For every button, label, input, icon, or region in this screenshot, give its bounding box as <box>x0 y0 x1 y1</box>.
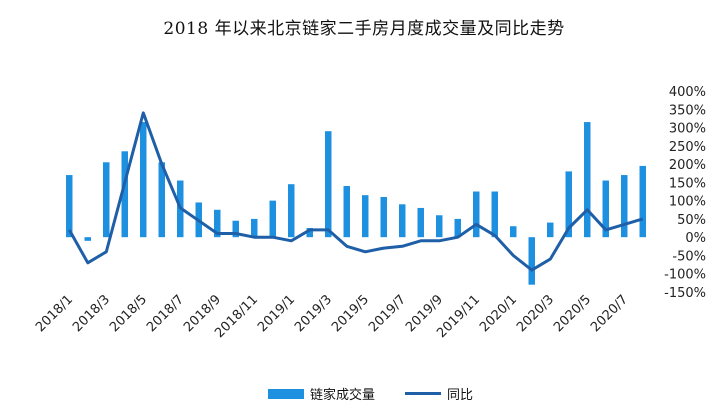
bar-2019/10 <box>454 218 461 238</box>
bar-series <box>66 122 646 285</box>
y-tick-label: -50% <box>672 249 706 264</box>
x-tick-label: 2020/3 <box>514 292 557 335</box>
x-tick-label: 2018/3 <box>70 292 113 335</box>
x-tick-label: 2019/3 <box>292 292 335 335</box>
bar-2018/2 <box>84 237 91 241</box>
y-tick-label: 350% <box>669 103 706 118</box>
bar-2018/9 <box>214 209 221 238</box>
y-tick-label: 200% <box>669 158 706 173</box>
x-tick-label: 2018/1 <box>33 292 76 335</box>
chart-title: 2018 年以来北京链家二手房月度成交量及同比走势 <box>163 19 565 39</box>
bar-2020/2 <box>528 237 535 285</box>
y-tick-label: 100% <box>669 195 706 210</box>
y-tick-label: 250% <box>669 140 706 155</box>
bar-2019/4 <box>343 186 350 238</box>
x-tick-label: 2020/1 <box>477 292 520 335</box>
bar-2018/3 <box>103 162 110 238</box>
bar-2020/1 <box>510 226 517 238</box>
bar-2018/11 <box>251 218 258 238</box>
y-axis-ticks: 400% 350% 300% 250% 200% 150% 100% 50% 0% -50% -10… <box>664 85 706 301</box>
legend-line-label: 同比 <box>447 388 474 403</box>
bar-2019/7 <box>399 204 406 238</box>
legend: 链家成交量 同比 <box>268 384 473 403</box>
x-tick-label: 2019/1 <box>255 292 298 335</box>
legend-bar-label: 链家成交量 <box>310 388 376 403</box>
y-tick-label: -150% <box>664 286 706 301</box>
bar-2020/7 <box>621 175 628 238</box>
x-tick-label: 2018/5 <box>107 292 150 335</box>
bar-2019/9 <box>436 215 443 238</box>
bar-2019/2 <box>306 228 313 238</box>
legend-bar-swatch <box>268 388 304 399</box>
y-tick-label: 0% <box>685 231 706 246</box>
bar-2018/12 <box>269 200 276 238</box>
line-yoy <box>67 111 644 272</box>
legend-line-swatch <box>405 392 442 395</box>
bar-2020/3 <box>547 222 554 238</box>
x-axis-ticks: 2018/12018/32018/52018/72018/92018/11201… <box>33 292 631 341</box>
y-tick-label: 150% <box>669 176 706 191</box>
y-tick-label: 400% <box>669 85 706 100</box>
bar-2020/5 <box>584 122 591 238</box>
bar-2020/8 <box>639 165 646 238</box>
bar-2018/10 <box>232 220 239 238</box>
y-tick-label: 50% <box>677 213 706 228</box>
bar-2019/3 <box>325 131 332 238</box>
x-tick-label: 2020/7 <box>588 292 631 335</box>
x-tick-label: 2020/5 <box>551 292 594 335</box>
bar-2019/1 <box>288 184 295 238</box>
bar-2020/4 <box>565 171 572 238</box>
line-series <box>67 111 644 272</box>
y-tick-label: 300% <box>669 122 706 137</box>
bar-2019/6 <box>380 196 387 238</box>
bar-2018/1 <box>66 175 73 238</box>
bar-2018/4 <box>121 151 128 238</box>
bar-2020/6 <box>602 180 609 238</box>
bar-2019/12 <box>491 191 498 238</box>
bar-2019/5 <box>362 195 369 238</box>
bar-2019/11 <box>473 191 480 238</box>
x-tick-label: 2018/7 <box>144 292 187 335</box>
x-tick-label: 2019/7 <box>366 292 409 335</box>
bar-2018/6 <box>158 162 165 238</box>
bar-2019/8 <box>417 207 424 238</box>
bar-2018/5 <box>140 122 147 238</box>
x-tick-label: 2019/5 <box>329 292 372 335</box>
y-tick-label: -100% <box>664 268 706 283</box>
